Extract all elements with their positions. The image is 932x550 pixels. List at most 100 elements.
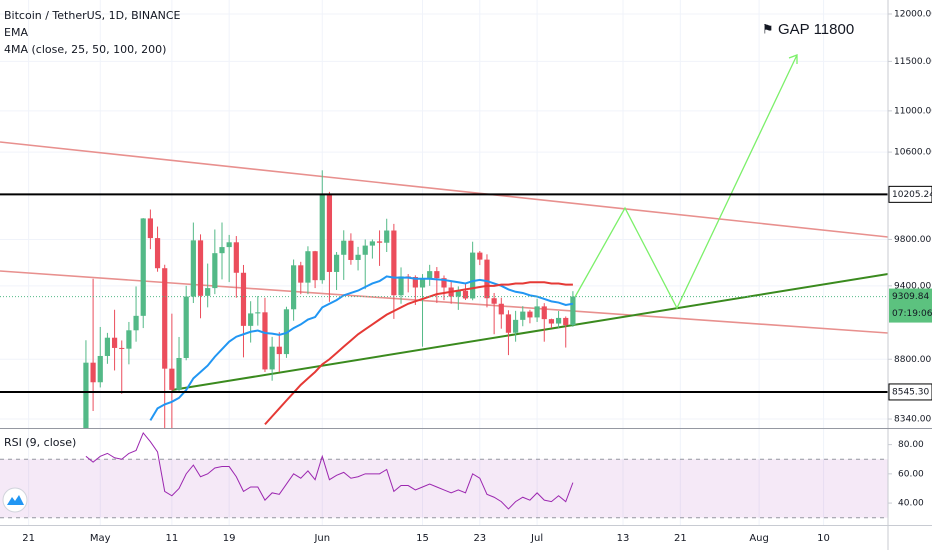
x-tick-label: 21: [22, 533, 35, 544]
candle-body: [212, 253, 218, 289]
y-tick-label: 10600.00: [894, 148, 932, 158]
candle-body: [362, 245, 368, 255]
candle-body: [520, 311, 526, 320]
candle-body: [326, 194, 333, 272]
x-tick-label: 19: [223, 533, 236, 544]
y-tick-label: 11500.00: [894, 57, 932, 67]
x-tick-label: 11: [166, 533, 179, 544]
grid: [0, 0, 888, 525]
candle-body: [505, 314, 512, 333]
candle-body: [147, 218, 153, 239]
trend-line: [0, 141, 888, 238]
candle-body: [513, 319, 519, 333]
candle-body: [419, 279, 426, 288]
countdown: 07:19:06: [892, 309, 932, 319]
candle-body: [369, 241, 375, 246]
candle-body: [498, 303, 504, 315]
projection-path: [574, 54, 798, 310]
trend-line: [0, 270, 888, 334]
candle-body: [276, 346, 282, 355]
y-tick-label: 8800.00: [894, 355, 931, 365]
candle-body: [190, 240, 196, 297]
logo: [2, 487, 28, 513]
candle-body: [83, 362, 89, 428]
y-tick-label: 80.00: [898, 440, 924, 450]
candle-body: [233, 242, 239, 273]
candle-body: [391, 230, 397, 296]
candle-body: [441, 278, 447, 288]
candle-body: [226, 242, 232, 248]
candle-body: [541, 306, 547, 320]
candle-body: [398, 276, 404, 296]
candle-body: [491, 298, 497, 304]
x-tick-label: 10: [817, 533, 830, 544]
candle-body: [384, 230, 390, 243]
last-price-label: 9309.84: [892, 292, 929, 302]
candle-body: [162, 268, 168, 369]
candle-body: [169, 368, 175, 390]
candle-body: [305, 251, 311, 283]
x-tick-label: 15: [416, 533, 429, 544]
candle-body: [140, 218, 146, 316]
candle-body: [298, 265, 304, 283]
candle-body: [534, 306, 540, 318]
x-tick-label: 13: [617, 533, 630, 544]
candle-body: [348, 240, 354, 260]
candle-body: [176, 357, 182, 390]
indicator-line: [149, 275, 574, 421]
candle-body: [104, 337, 111, 356]
candle-body: [455, 290, 461, 297]
candle-body: [248, 313, 254, 326]
rsi-pane: [0, 431, 888, 519]
y-tick-label: 9400.00: [894, 281, 931, 291]
candle-body: [90, 362, 96, 383]
candle-body: [319, 194, 325, 281]
candle-body: [427, 271, 433, 280]
candle-body: [563, 317, 569, 326]
legend-entry: EMA: [4, 26, 28, 39]
candle-body: [470, 252, 476, 299]
level-label-box: [888, 383, 932, 401]
candle-body: [154, 238, 161, 269]
last-price-box: [889, 288, 932, 323]
x-tick-label: May: [90, 533, 111, 544]
overlay: 10205.24 8545.30 9309.84 07:19:06: [888, 185, 932, 401]
support-line: [171, 273, 888, 391]
level-label: 8545.30: [892, 387, 929, 397]
flag-icon: ⚑: [762, 23, 774, 38]
candle-body: [462, 290, 469, 299]
candle-body: [119, 347, 125, 349]
candle-body: [555, 317, 562, 324]
x-tick-label: Jun: [313, 533, 330, 544]
legend-entry: 4MA (close, 25, 50, 100, 200): [4, 43, 166, 56]
candle-body: [240, 272, 247, 326]
rsi-band: [0, 459, 888, 518]
candle-body: [262, 312, 268, 370]
y-tick-label: 40.00: [898, 499, 924, 509]
candle-body: [477, 252, 483, 260]
candle-body: [376, 241, 383, 243]
candle-body: [484, 259, 490, 299]
symbol-title: Bitcoin / TetherUS, 1D, BINANCE: [4, 9, 181, 22]
x-tick-label: Jul: [530, 533, 543, 544]
candle-body: [269, 346, 275, 370]
candle-body: [97, 355, 103, 383]
candle-body: [548, 319, 555, 324]
y-tick-label: 12000.00: [894, 10, 932, 20]
level-label: 10205.24: [892, 190, 932, 200]
candle-body: [126, 330, 132, 349]
candle-body: [570, 296, 576, 326]
candle-body: [434, 271, 440, 279]
rsi-line: [85, 431, 574, 510]
y-tick-label: 8340.00: [894, 415, 931, 425]
x-tick-label: 23: [473, 533, 486, 544]
x-tick-label: 21: [674, 533, 687, 544]
arrow-head: [788, 54, 798, 64]
candle-body: [183, 296, 189, 358]
candle-body: [412, 276, 418, 288]
candle-body: [527, 311, 533, 318]
candle-body: [255, 312, 261, 314]
indicator-line: [264, 281, 573, 426]
